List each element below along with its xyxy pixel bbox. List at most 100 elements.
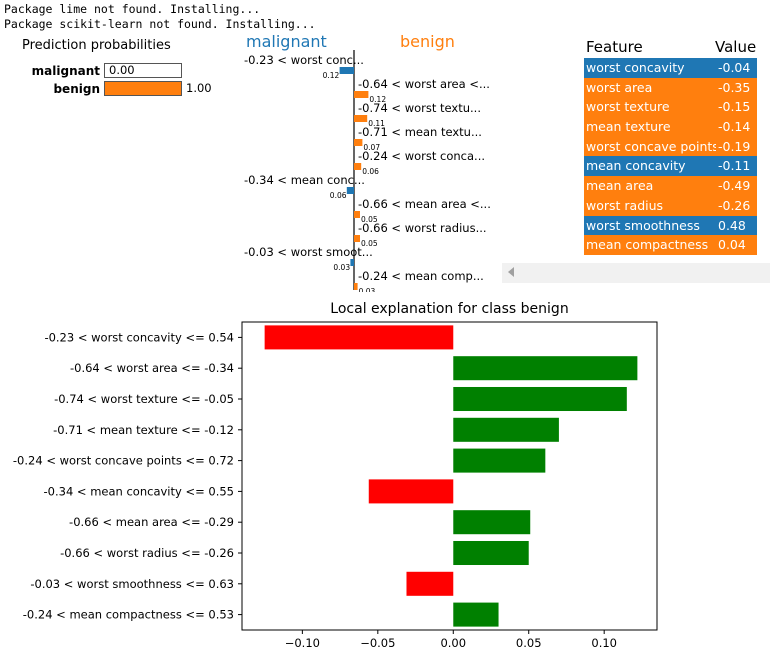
y-tick-label: -0.74 < worst texture <= -0.05 xyxy=(54,392,234,406)
feature-value-table: worst concavity -0.04 worst area -0.35 worst… xyxy=(584,58,757,255)
feature-value: -0.19 xyxy=(718,138,751,154)
feature-value: -0.14 xyxy=(718,119,751,135)
y-tick-label: -0.71 < mean texture <= -0.12 xyxy=(53,423,234,437)
feature-name: mean compactness xyxy=(586,237,709,253)
feature-row: worst area -0.35 xyxy=(584,77,757,98)
feature-value: -0.15 xyxy=(718,99,751,115)
feature-name: mean concavity xyxy=(586,158,686,174)
prediction-label: benign xyxy=(53,82,100,96)
prediction-label: malignant xyxy=(31,64,100,78)
class-label-malignant: malignant xyxy=(246,32,327,51)
feature-name: worst area xyxy=(586,79,653,95)
y-tick-label: -0.66 < worst radius <= -0.26 xyxy=(60,546,234,560)
chart-bar xyxy=(453,602,499,627)
feature-name: worst concavity xyxy=(586,60,685,75)
feature-name: worst concave points xyxy=(586,138,716,154)
panel-bar-value: 0.11 xyxy=(368,119,385,128)
panel-bar-label: -0.23 < worst conc... xyxy=(244,53,364,67)
plot-frame xyxy=(241,321,658,631)
feature-row: mean texture -0.14 xyxy=(584,117,757,137)
lime-weights-panel: -0.23 < worst conc...0.12-0.64 < worst a… xyxy=(244,50,490,292)
feature-row: mean area -0.49 xyxy=(584,176,757,196)
y-tick-label: -0.66 < mean area <= -0.29 xyxy=(69,515,234,529)
panel-bar-label: -0.74 < worst textu... xyxy=(358,101,481,115)
panel-bar-label: -0.64 < worst area <... xyxy=(358,77,490,91)
chart-bar xyxy=(453,510,531,535)
console-line: Package scikit-learn not found. Installi… xyxy=(4,17,316,31)
panel-bar-group: -0.34 < mean conc... 0.06 xyxy=(244,173,365,200)
y-tick-label: -0.24 < worst concave points <= 0.72 xyxy=(13,454,234,468)
x-tick-label: 0.05 xyxy=(516,636,542,650)
prediction-value: 1.00 xyxy=(186,81,212,95)
feature-header: Feature xyxy=(586,38,643,56)
panel-bar-value: 0.06 xyxy=(362,167,379,176)
feature-row: worst smoothness 0.48 xyxy=(584,215,757,236)
feature-value: 0.04 xyxy=(718,237,746,253)
panel-bar-value: 0.12 xyxy=(369,95,386,104)
feature-row: mean concavity -0.11 xyxy=(584,156,757,177)
panel-bar xyxy=(354,91,369,98)
feature-value: -0.26 xyxy=(718,197,751,213)
chart-bar xyxy=(264,325,454,350)
panel-bar-label: -0.71 < mean textu... xyxy=(358,125,482,139)
panel-bar-label: -0.24 < worst conca... xyxy=(358,149,485,163)
x-tick-label: 0.00 xyxy=(440,636,466,650)
panel-bar-value: 0.07 xyxy=(363,143,380,152)
panel-bar-value: 0.03 xyxy=(359,287,376,292)
feature-value: -0.11 xyxy=(718,158,751,174)
y-tick-label: -0.64 < worst area <= -0.34 xyxy=(70,361,234,375)
chart-bar xyxy=(453,386,627,412)
horizontal-scrollbar[interactable] xyxy=(502,263,770,283)
chart-bar xyxy=(368,479,454,504)
panel-bar-group: -0.71 < mean textu... 0.07 xyxy=(354,125,482,152)
panel-bar-value: 0.03 xyxy=(333,263,350,272)
feature-value: -0.04 xyxy=(718,60,751,75)
console-line: Package lime not found. Installing... xyxy=(4,2,261,16)
chart-title: Local explanation for class benign xyxy=(330,301,568,317)
panel-bar-group: -0.24 < worst conca... 0.06 xyxy=(354,149,485,176)
feature-name: mean area xyxy=(586,178,654,194)
panel-bar-group: -0.24 < mean comp... 0.03 xyxy=(354,269,484,292)
feature-row: worst concave points -0.19 xyxy=(584,136,757,157)
chart-bar xyxy=(453,417,559,442)
chart-bar xyxy=(453,356,638,381)
panel-bar xyxy=(350,259,354,266)
feature-row: worst concavity -0.04 xyxy=(584,58,757,78)
local-explanation-chart: Local explanation for class benign -0.23 … xyxy=(13,301,658,650)
panel-bar-label: -0.24 < mean comp... xyxy=(358,269,484,283)
panel-bar-label: -0.03 < worst smoot... xyxy=(244,245,373,259)
prediction-row-malignant: malignant xyxy=(0,64,100,80)
prediction-row-benign: benign xyxy=(0,82,100,98)
feature-name: mean texture xyxy=(586,119,671,135)
panel-bar xyxy=(354,163,362,170)
panel-bar xyxy=(354,211,360,218)
chart-bar xyxy=(453,448,546,473)
panel-bar xyxy=(354,139,363,146)
feature-value: 0.48 xyxy=(718,217,746,233)
panel-bar-value: 0.06 xyxy=(330,191,347,200)
panel-bar xyxy=(346,187,354,194)
prediction-bar-fill xyxy=(105,82,181,95)
feature-row: worst texture -0.15 xyxy=(584,97,757,118)
panel-bar xyxy=(339,67,354,74)
x-tick-label: 0.10 xyxy=(591,636,617,650)
chart-bar xyxy=(453,540,529,566)
class-label-benign: benign xyxy=(400,32,455,51)
panel-bar xyxy=(354,235,360,242)
feature-name: worst radius xyxy=(586,197,664,213)
panel-bar xyxy=(354,115,368,122)
panel-bar-label: -0.66 < worst radius... xyxy=(358,221,487,235)
y-tick-label: -0.23 < worst concavity <= 0.54 xyxy=(44,330,234,344)
scroll-left-icon[interactable] xyxy=(508,267,514,277)
panel-bar-group: -0.23 < worst conc... 0.12 xyxy=(244,53,364,80)
panel-bar-group: -0.66 < mean area <... 0.05 xyxy=(354,197,490,224)
value-header: Value xyxy=(715,38,757,56)
prediction-bar-malignant: 0.00 xyxy=(104,63,182,78)
panel-bar-group: -0.74 < worst textu... 0.11 xyxy=(354,101,481,128)
x-tick-label: −0.10 xyxy=(285,636,320,650)
chart-bar xyxy=(406,571,454,596)
prediction-title: Prediction probabilities xyxy=(22,38,171,53)
feature-value: -0.49 xyxy=(718,178,751,194)
panel-bar-group: -0.03 < worst smoot... 0.03 xyxy=(244,245,373,272)
prediction-bar-benign xyxy=(104,81,182,96)
